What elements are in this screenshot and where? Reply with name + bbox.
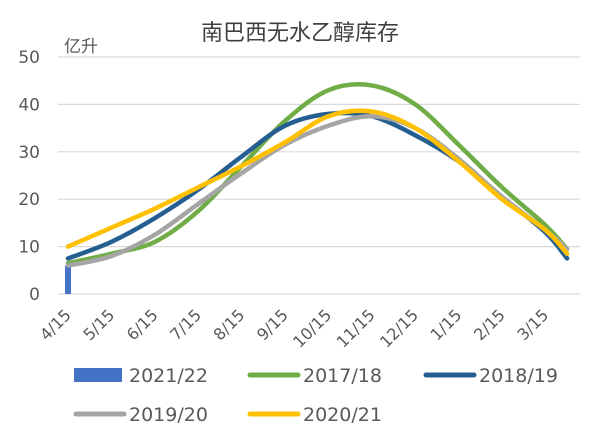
y-tick-label: 0 [29, 285, 40, 305]
y-axis-ticks: 0 10 20 30 40 50 [18, 48, 40, 305]
y-tick-label: 30 [18, 143, 40, 163]
x-tick-label: 7/15 [166, 305, 205, 344]
x-tick-label: 12/15 [376, 305, 422, 351]
series-line-2017-18 [65, 82, 570, 266]
y-tick-label: 20 [18, 190, 40, 210]
legend-label: 2017/18 [303, 365, 382, 387]
legend-label: 2020/21 [303, 404, 382, 426]
series-line-2020-21 [65, 108, 570, 256]
x-tick-label: 3/15 [513, 305, 552, 344]
legend-label: 2018/19 [479, 365, 558, 387]
legend-label: 2019/20 [129, 404, 208, 426]
bars [65, 265, 71, 294]
legend-label: 2021/22 [129, 365, 208, 387]
x-tick-label: 2/15 [470, 305, 509, 344]
y-tick-label: 50 [18, 48, 40, 68]
x-tick-label: 10/15 [289, 305, 335, 351]
x-tick-label: 4/15 [36, 305, 75, 344]
y-tick-label: 10 [18, 238, 40, 258]
x-tick-label: 11/15 [333, 305, 379, 351]
x-tick-label: 6/15 [123, 305, 162, 344]
chart-title: 南巴西无水乙醇库存 [201, 21, 399, 46]
x-tick-label: 8/15 [210, 305, 249, 344]
legend-swatch [74, 368, 122, 382]
x-tick-label: 9/15 [253, 305, 292, 344]
y-axis-unit: 亿升 [64, 37, 98, 57]
series-lines [65, 82, 570, 268]
y-tick-label: 40 [18, 95, 40, 115]
bar-2021-22 [65, 265, 71, 294]
x-tick-label: 1/15 [427, 305, 466, 344]
legend: 2021/22 2017/18 2018/19 2019/20 2020/21 [73, 365, 558, 426]
x-tick-label: 5/15 [79, 305, 118, 344]
